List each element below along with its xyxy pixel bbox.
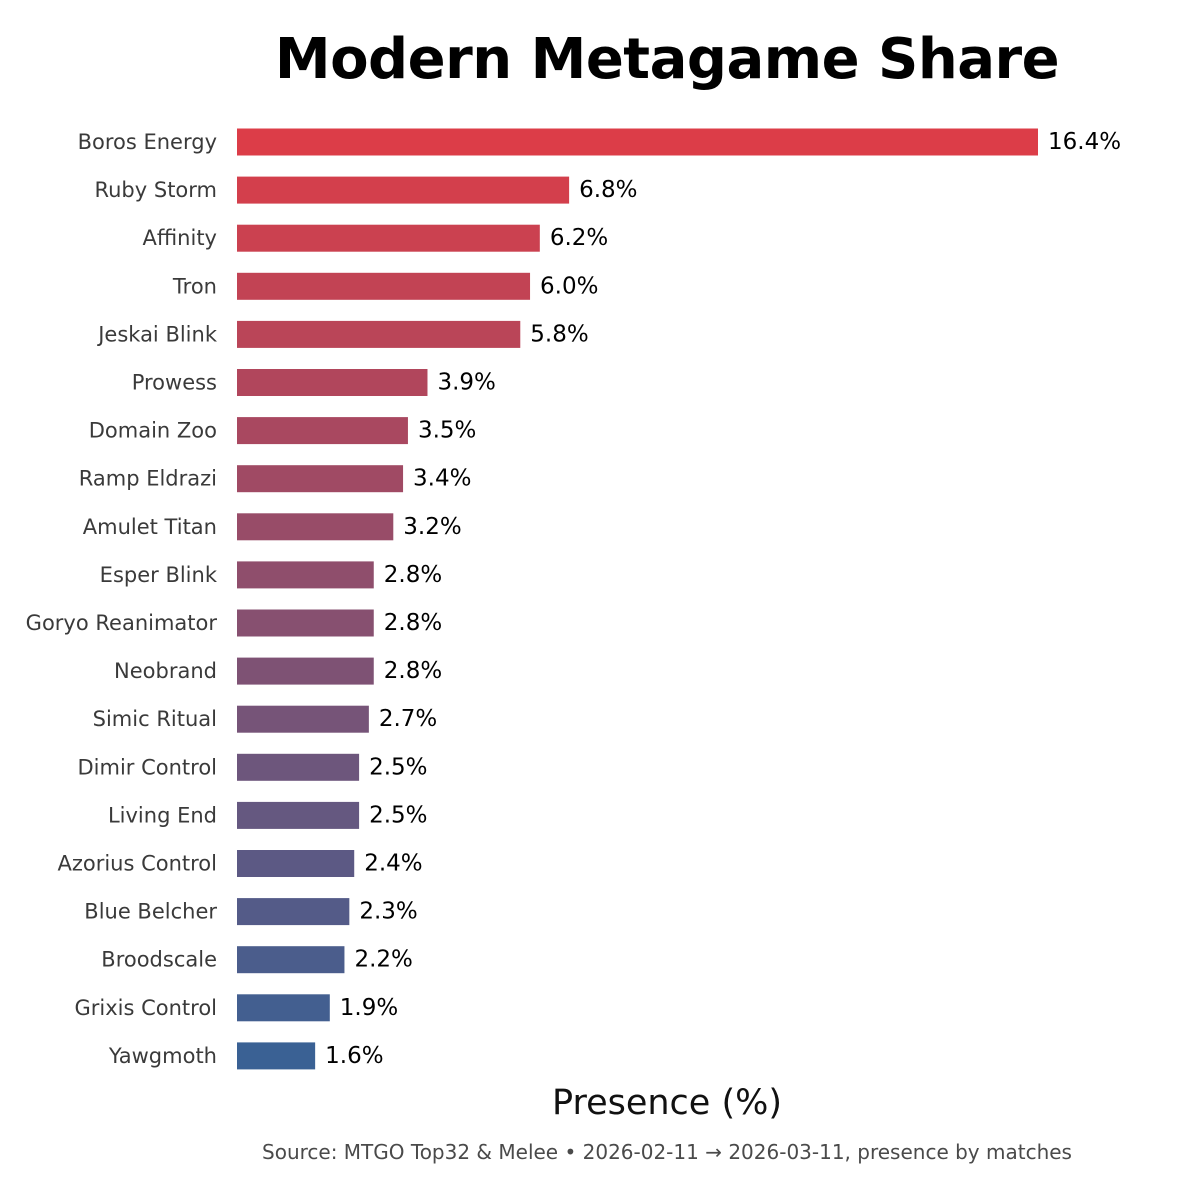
category-label-simic-ritual: Simic Ritual <box>93 707 217 731</box>
bar-boros-energy <box>237 128 1038 156</box>
category-label-boros-energy: Boros Energy <box>78 130 217 154</box>
value-label-esper-blink: 2.8% <box>384 562 442 588</box>
bar-tron <box>237 272 531 300</box>
bar-affinity <box>237 224 540 252</box>
bar-living-end <box>237 801 360 829</box>
value-label-ramp-eldrazi: 3.4% <box>413 466 471 492</box>
value-label-dimir-control: 2.5% <box>369 754 427 780</box>
bar-blue-belcher <box>237 898 350 926</box>
category-label-broodscale: Broodscale <box>101 948 217 972</box>
category-label-amulet-titan: Amulet Titan <box>83 515 217 539</box>
bar-dimir-control <box>237 753 360 781</box>
category-label-yawgmoth: Yawgmoth <box>108 1044 217 1068</box>
value-label-simic-ritual: 2.7% <box>379 706 437 732</box>
category-label-neobrand: Neobrand <box>114 659 217 683</box>
bar-ramp-eldrazi <box>237 465 404 493</box>
bar-amulet-titan <box>237 513 394 541</box>
value-label-azorius-control: 2.4% <box>364 851 422 877</box>
category-label-azorius-control: Azorius Control <box>57 852 217 876</box>
value-label-affinity: 6.2% <box>550 225 608 251</box>
category-label-prowess: Prowess <box>132 371 217 395</box>
value-label-goryo-reanimator: 2.8% <box>384 610 442 636</box>
x-axis-label: Presence (%) <box>551 1083 783 1123</box>
value-label-prowess: 3.9% <box>437 370 495 396</box>
category-label-domain-zoo: Domain Zoo <box>89 419 217 443</box>
category-label-esper-blink: Esper Blink <box>100 563 218 587</box>
category-label-affinity: Affinity <box>143 226 217 250</box>
bar-broodscale <box>237 946 345 974</box>
value-label-domain-zoo: 3.5% <box>418 418 476 444</box>
bar-yawgmoth <box>237 1042 316 1070</box>
category-label-jeskai-blink: Jeskai Blink <box>96 322 218 346</box>
value-label-broodscale: 2.2% <box>354 947 412 973</box>
value-label-living-end: 2.5% <box>369 802 427 828</box>
value-label-amulet-titan: 3.2% <box>403 514 461 540</box>
category-label-tron: Tron <box>172 274 217 298</box>
category-label-ruby-storm: Ruby Storm <box>94 178 217 202</box>
value-label-ruby-storm: 6.8% <box>579 177 637 203</box>
bar-grixis-control <box>237 994 330 1022</box>
bar-jeskai-blink <box>237 320 521 348</box>
chart-title: Modern Metagame Share <box>274 27 1060 92</box>
bar-domain-zoo <box>237 417 408 445</box>
category-label-blue-belcher: Blue Belcher <box>84 900 217 924</box>
value-label-tron: 6.0% <box>540 273 598 299</box>
value-label-boros-energy: 16.4% <box>1048 129 1121 155</box>
bar-ruby-storm <box>237 176 570 204</box>
bar-azorius-control <box>237 850 355 877</box>
bar-neobrand <box>237 657 374 685</box>
bar-simic-ritual <box>237 705 369 733</box>
value-label-jeskai-blink: 5.8% <box>530 321 588 347</box>
value-label-blue-belcher: 2.3% <box>359 899 417 925</box>
bar-esper-blink <box>237 561 374 589</box>
value-label-yawgmoth: 1.6% <box>325 1043 383 1069</box>
category-label-living-end: Living End <box>108 803 217 827</box>
category-label-grixis-control: Grixis Control <box>74 996 217 1020</box>
category-label-ramp-eldrazi: Ramp Eldrazi <box>79 467 217 491</box>
value-label-grixis-control: 1.9% <box>340 995 398 1021</box>
bar-goryo-reanimator <box>237 609 374 637</box>
value-label-neobrand: 2.8% <box>384 658 442 684</box>
bar-prowess <box>237 369 428 396</box>
category-label-dimir-control: Dimir Control <box>77 755 217 779</box>
source-note: Source: MTGO Top32 & Melee • 2026-02-11 … <box>262 1140 1072 1164</box>
category-label-goryo-reanimator: Goryo Reanimator <box>26 611 218 635</box>
